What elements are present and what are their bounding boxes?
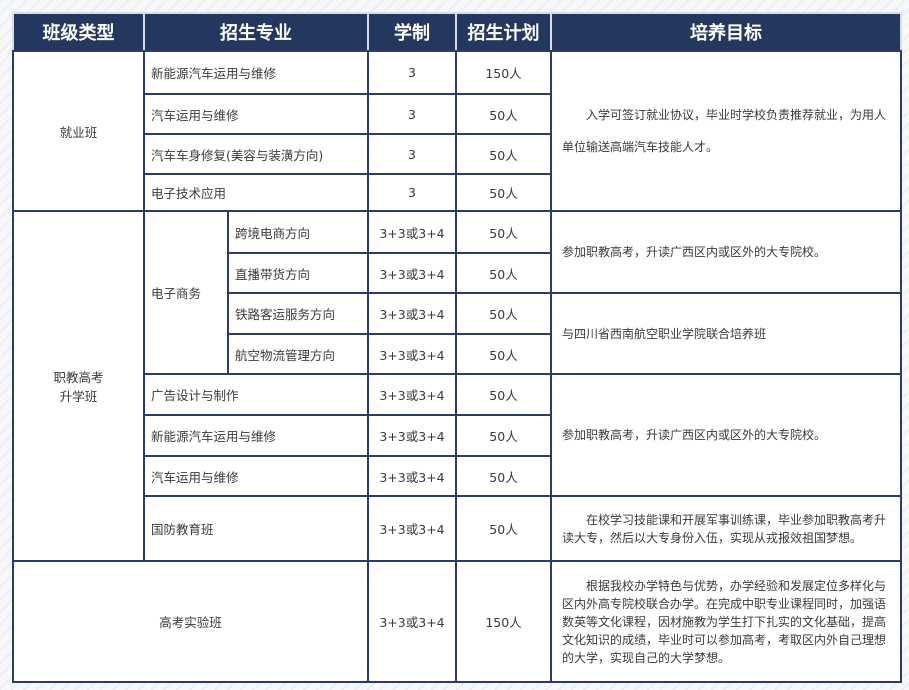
goal-cell: 在校学习技能课和开展军事训练课，毕业参加职教高考升读大专，然后以大专身份入伍，实… [550, 495, 902, 562]
goal-cell: 根据我校办学特色与优势，办学经验和发展定位多样化与区内外高专院校联合办学。在完成… [550, 560, 902, 683]
years-cell: 3+3或3+4 [367, 252, 457, 294]
table-row: 职教高考升学班 电子商务 跨境电商方向 3+3或3+4 50人 参加职教高考，升… [12, 210, 902, 562]
table-row: 高考实验班 3+3或3+4 150人 根据我校办学特色与优势，办学经验和发展定位… [12, 560, 902, 683]
years-cell: 3 [367, 173, 457, 212]
table-row: 电子技术应用 3 50人 [13, 173, 901, 212]
table-row: 新能源汽车运用与维修 3+3或3+4 50人 [13, 414, 901, 457]
table-row: 国防教育班 3+3或3+4 50人 在校学习技能课和开展军事训练课，毕业参加职教… [13, 495, 902, 562]
ecommerce-cell: 电子商务 [143, 210, 229, 375]
table-row: 广告设计与制作 3+3或3+4 50人 参加职教高考，升读广西区内或区外的大专院… [13, 373, 902, 497]
major-cell: 航空物流管理方向 [227, 333, 369, 375]
years-cell: 3+3或3+4 [367, 210, 457, 254]
years-cell: 3+3或3+4 [367, 560, 457, 683]
class-type-cell: 职教高考 升学班 [12, 210, 145, 562]
plan-cell: 50人 [455, 495, 552, 562]
table-row: 就业班 新能源汽车运用与维修 3 150人 入学可签订就业协议，毕业时学校负责推… [12, 50, 902, 212]
enrollment-table: 班级类型 招生专业 学制 招生计划 培养目标 就业班 新能源汽车运用与维修 3 … [12, 12, 902, 683]
years-cell: 3+3或3+4 [367, 455, 457, 497]
major-cell: 跨境电商方向 [227, 210, 369, 254]
major-cell: 新能源汽车运用与维修 [143, 50, 369, 95]
header-years: 学制 [367, 12, 457, 52]
plan-cell: 50人 [455, 133, 552, 175]
plan-cell: 50人 [455, 414, 552, 457]
years-cell: 3+3或3+4 [367, 333, 457, 375]
goal-cell: 参加职教高考，升读广西区内或区外的大专院校。 [550, 373, 902, 497]
plan-cell: 50人 [455, 252, 552, 294]
class-type-cell: 就业班 [12, 50, 145, 212]
header-class-type: 班级类型 [12, 12, 145, 52]
plan-cell: 50人 [455, 292, 552, 335]
plan-cell: 50人 [455, 173, 552, 212]
table-row: 汽车运用与维修 3+3或3+4 50人 [13, 455, 901, 497]
plan-cell: 150人 [455, 560, 552, 683]
plan-cell: 50人 [455, 373, 552, 416]
header-plan: 招生计划 [455, 12, 552, 52]
header-row: 班级类型 招生专业 学制 招生计划 培养目标 [12, 12, 902, 52]
goal-cell: 参加职教高考，升读广西区内或区外的大专院校。 [550, 210, 902, 294]
table-row: 航空物流管理方向 3+3或3+4 50人 [13, 333, 901, 375]
header-goal: 培养目标 [550, 12, 902, 52]
plan-cell: 50人 [455, 210, 552, 254]
major-cell: 电子技术应用 [143, 173, 369, 212]
header-major: 招生专业 [143, 12, 369, 52]
plan-cell: 50人 [455, 455, 552, 497]
goal-cell: 与四川省西南航空职业学院联合培养班 [550, 292, 902, 375]
plan-cell: 50人 [455, 93, 552, 135]
major-cell: 铁路客运服务方向 [227, 292, 369, 335]
years-cell: 3+3或3+4 [367, 292, 457, 335]
major-cell: 汽车车身修复(美容与装潢方向) [143, 133, 369, 175]
major-cell: 直播带货方向 [227, 252, 369, 294]
class-line: 职教高考 [53, 370, 104, 385]
years-cell: 3 [367, 133, 457, 175]
plan-cell: 150人 [455, 50, 552, 95]
table-row: 铁路客运服务方向 3+3或3+4 50人 与四川省西南航空职业学院联合培养班 [13, 292, 902, 375]
plan-cell: 50人 [455, 333, 552, 375]
table-row: 直播带货方向 3+3或3+4 50人 [13, 252, 901, 294]
goal-cell: 入学可签订就业协议，毕业时学校负责推荐就业，为用人单位输送高端汽车技能人才。 [550, 50, 902, 212]
class-line: 升学班 [59, 389, 98, 404]
years-cell: 3 [367, 50, 457, 95]
major-cell: 新能源汽车运用与维修 [143, 414, 369, 457]
years-cell: 3 [367, 93, 457, 135]
major-cell: 广告设计与制作 [143, 373, 369, 416]
years-cell: 3+3或3+4 [367, 495, 457, 562]
class-type-cell: 高考实验班 [12, 560, 369, 683]
major-cell: 汽车运用与维修 [143, 455, 369, 497]
years-cell: 3+3或3+4 [367, 414, 457, 457]
years-cell: 3+3或3+4 [367, 373, 457, 416]
major-cell: 国防教育班 [143, 495, 369, 562]
major-cell: 汽车运用与维修 [143, 93, 369, 135]
table-row: 汽车运用与维修 3 50人 [13, 93, 901, 135]
table-row: 汽车车身修复(美容与装潢方向) 3 50人 [13, 133, 901, 175]
